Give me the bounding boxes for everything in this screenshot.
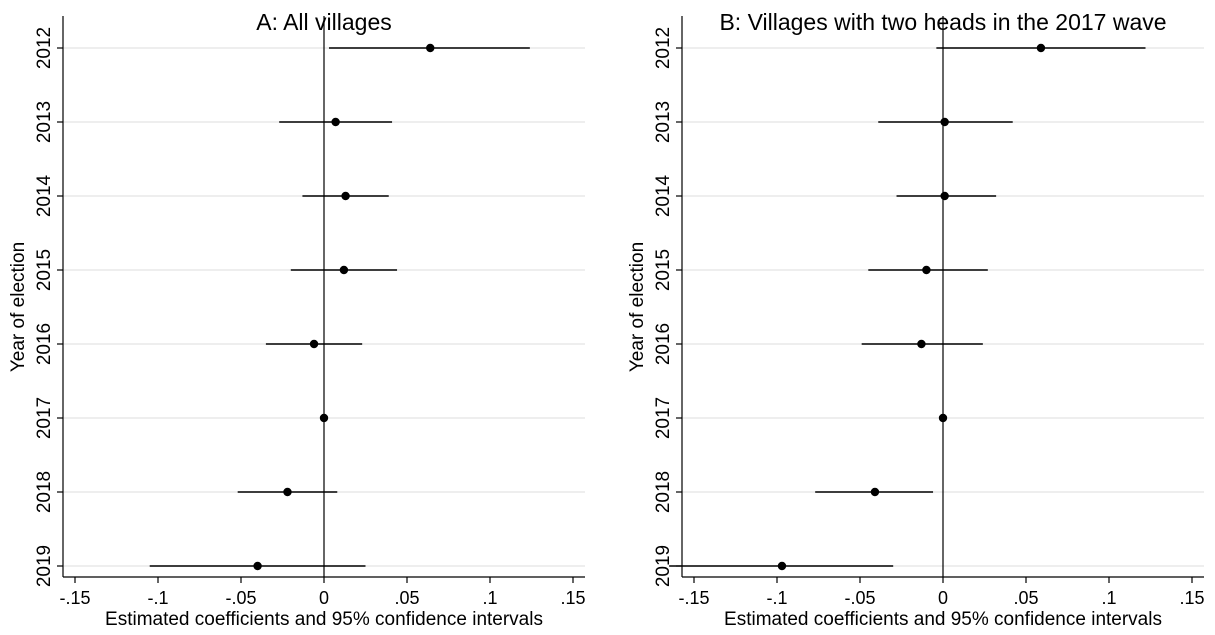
x-tick-label: 0	[938, 588, 948, 608]
estimate-point-2015	[922, 265, 931, 275]
estimate-point-2016	[309, 339, 319, 349]
y-tick-label-2015: 2015	[653, 249, 674, 291]
estimate-point-2012	[426, 43, 435, 53]
estimate-point-2019	[777, 561, 787, 571]
y-tick-label-2018: 2018	[653, 471, 674, 513]
panel-b: 2012 2013 2014 2015 2016 2017 2018 2019-.15 -.1 -…	[627, 9, 1205, 630]
y-tick-label-2016: 2016	[34, 323, 55, 365]
x-tick-label: -.05	[225, 588, 256, 608]
x-axis-label: Estimated coefficients and 95% confidenc…	[724, 609, 1162, 630]
estimate-point-2014	[940, 191, 949, 201]
x-tick-label: -.05	[844, 588, 875, 608]
y-tick-label-2018: 2018	[34, 471, 55, 513]
estimate-point-2017	[938, 413, 948, 423]
estimate-point-2013	[331, 117, 340, 127]
y-tick-label-2017: 2017	[653, 397, 674, 439]
y-tick-label-2012: 2012	[653, 27, 674, 69]
estimate-point-2018	[283, 487, 292, 497]
x-tick-label: 0	[319, 588, 329, 608]
x-tick-label: .05	[1013, 588, 1038, 608]
x-tick-label: -.1	[147, 588, 168, 608]
y-tick-label-2013: 2013	[653, 101, 674, 143]
estimate-point-2016	[917, 339, 926, 349]
y-tick-label-2019: 2019	[34, 545, 55, 587]
estimate-point-2018	[870, 487, 880, 497]
y-tick-label-2012: 2012	[34, 27, 55, 69]
estimate-point-2014	[341, 191, 350, 201]
x-axis-label: Estimated coefficients and 95% confidenc…	[105, 609, 543, 630]
y-tick-label-2017: 2017	[34, 397, 55, 439]
y-tick-label-2019: 2019	[653, 545, 674, 587]
estimate-point-2015	[339, 265, 349, 275]
estimate-point-2013	[940, 117, 949, 127]
y-tick-label-2014: 2014	[653, 174, 674, 217]
estimate-point-2012	[1036, 43, 1046, 53]
x-tick-label: -.1	[766, 588, 787, 608]
y-tick-label-2016: 2016	[653, 323, 674, 365]
y-tick-label-2013: 2013	[34, 101, 55, 143]
x-tick-label: -.15	[59, 588, 90, 608]
y-axis-label: Year of election	[8, 242, 29, 372]
x-tick-label: .1	[482, 588, 497, 608]
estimate-point-2019	[253, 561, 262, 571]
y-axis-label: Year of election	[627, 242, 648, 372]
chart-title: B: Villages with two heads in the 2017 w…	[719, 9, 1166, 35]
x-tick-label: -.15	[678, 588, 709, 608]
x-tick-label: .1	[1101, 588, 1116, 608]
x-tick-label: .15	[560, 588, 585, 608]
estimate-point-2017	[319, 413, 329, 423]
panel-a: 2012 2013 2014 2015 2016 2017 2018 2019-.15 -.1 -…	[8, 9, 586, 630]
x-tick-label: .15	[1179, 588, 1204, 608]
y-tick-label-2015: 2015	[34, 249, 55, 291]
x-tick-label: .05	[394, 588, 419, 608]
y-tick-label-2014: 2014	[34, 174, 55, 217]
chart-title: A: All villages	[256, 9, 392, 35]
